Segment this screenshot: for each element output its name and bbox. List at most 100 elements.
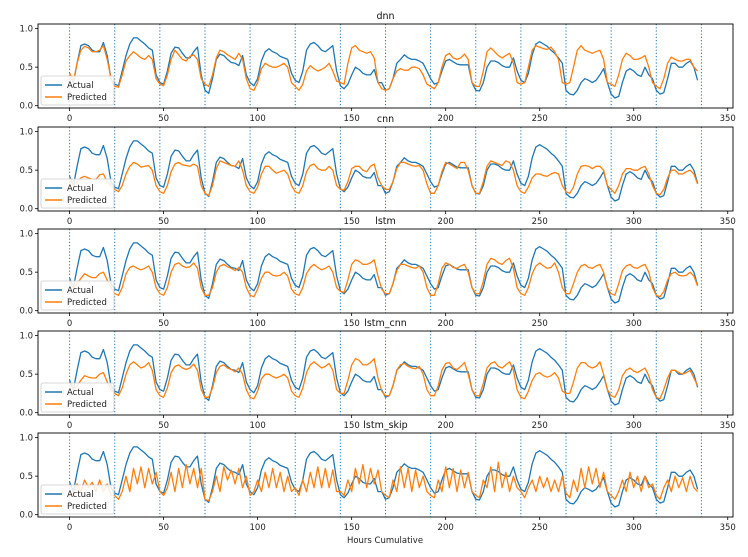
- y-tick-label: 1.0: [19, 332, 33, 342]
- y-tick-label: 1.0: [19, 25, 33, 35]
- predicted-series-line: [69, 257, 699, 298]
- actual-series-line: [68, 37, 699, 99]
- x-tick-label: 300: [626, 114, 642, 124]
- y-tick-label: 0.5: [19, 370, 33, 380]
- subplot-title: lstm_skip: [363, 420, 407, 431]
- predicted-series-line: [69, 160, 699, 197]
- x-tick-label: 350: [720, 319, 736, 329]
- subplot-title: lstm_cnn: [364, 318, 407, 329]
- x-tick-label: 350: [720, 523, 736, 533]
- x-tick-label: 50: [158, 421, 169, 431]
- y-tick-label: 0.0: [19, 307, 33, 317]
- x-tick-label: 0: [67, 114, 72, 124]
- x-tick-label: 200: [438, 319, 454, 329]
- legend: Actual Predicted: [40, 75, 115, 106]
- x-tick-label: 0: [67, 523, 72, 533]
- x-axis-label: Hours Cumulative: [347, 536, 423, 546]
- legend-label-actual: Actual: [67, 286, 94, 296]
- subplot-lstm-cnn: lstm_cnn 0.0 0.5 1.0 0 50 100 150 200 250 300 350 Ac…: [19, 318, 735, 431]
- x-tick-label: 100: [250, 114, 266, 124]
- axes-frame: [37, 126, 734, 212]
- legend-box: [40, 484, 115, 515]
- axes-frame: [37, 330, 734, 416]
- x-tick-label: 250: [532, 217, 548, 227]
- x-tick-label: 250: [532, 114, 548, 124]
- axes-frame: [37, 228, 734, 314]
- legend-label-predicted: Predicted: [67, 93, 107, 103]
- y-tick-label: 1.0: [19, 230, 33, 240]
- x-tick-label: 250: [532, 319, 548, 329]
- subplot-lstm-skip: lstm_skip 0.0 0.5 1.0 0 50 100 150 200 250 300 350 A…: [19, 420, 735, 533]
- x-tick-label: 100: [250, 523, 266, 533]
- x-tick-label: 350: [720, 421, 736, 431]
- x-tick-label: 200: [438, 421, 454, 431]
- x-tick-label: 250: [532, 523, 548, 533]
- y-tick-label: 1.0: [19, 434, 33, 444]
- x-tick-label: 50: [158, 217, 169, 227]
- predicted-series-line: [69, 461, 699, 502]
- x-tick-label: 50: [158, 523, 169, 533]
- x-tick-label: 300: [626, 421, 642, 431]
- legend-box: [40, 280, 115, 311]
- y-tick-label: 0.0: [19, 205, 33, 215]
- y-tick-label: 0.0: [19, 511, 33, 521]
- legend-box: [40, 75, 115, 106]
- legend-label-actual: Actual: [67, 81, 94, 91]
- y-tick-label: 0.5: [19, 63, 33, 73]
- legend-label-actual: Actual: [67, 184, 94, 194]
- x-tick-label: 300: [626, 319, 642, 329]
- subplot-title: lstm: [375, 216, 396, 227]
- legend-label-predicted: Predicted: [67, 196, 107, 206]
- subplot-title: dnn: [376, 11, 394, 22]
- subplot-title: cnn: [377, 114, 394, 125]
- x-tick-label: 250: [532, 421, 548, 431]
- x-tick-label: 0: [67, 319, 72, 329]
- subplot-dnn: dnn 0.0 0.5 1.0 0 50 100 150 200 250 300 350 Actual P…: [19, 11, 735, 124]
- x-tick-label: 300: [626, 523, 642, 533]
- axes-frame: [37, 23, 734, 109]
- actual-series-line: [68, 140, 699, 202]
- x-tick-label: 150: [344, 114, 360, 124]
- x-tick-label: 100: [250, 421, 266, 431]
- x-tick-label: 300: [626, 217, 642, 227]
- y-tick-label: 0.0: [19, 102, 33, 112]
- y-tick-label: 0.5: [19, 268, 33, 278]
- y-tick-label: 0.5: [19, 472, 33, 482]
- x-tick-label: 0: [67, 217, 72, 227]
- legend-label-predicted: Predicted: [67, 502, 107, 512]
- legend: Actual Predicted: [40, 178, 115, 209]
- legend-box: [40, 382, 115, 413]
- actual-series-line: [68, 446, 699, 508]
- legend: Actual Predicted: [40, 280, 115, 311]
- x-tick-label: 200: [438, 217, 454, 227]
- legend: Actual Predicted: [40, 382, 115, 413]
- predicted-series-line: [69, 358, 699, 400]
- x-tick-label: 200: [438, 523, 454, 533]
- legend-label-predicted: Predicted: [67, 400, 107, 410]
- y-tick-label: 0.0: [19, 409, 33, 419]
- x-tick-label: 350: [720, 217, 736, 227]
- subplot-cnn: cnn 0.0 0.5 1.0 0 50 100 150 200 250 300 350 Actual P…: [19, 114, 735, 227]
- legend-box: [40, 178, 115, 209]
- legend: Actual Predicted: [40, 484, 115, 515]
- x-tick-label: 200: [438, 114, 454, 124]
- subplot-lstm: lstm 0.0 0.5 1.0 0 50 100 150 200 250 300 350 Actual…: [19, 216, 735, 329]
- x-tick-label: 150: [344, 217, 360, 227]
- predicted-series-line: [69, 44, 699, 91]
- legend-label-actual: Actual: [67, 490, 94, 500]
- x-tick-label: 50: [158, 319, 169, 329]
- x-tick-label: 150: [344, 523, 360, 533]
- x-tick-label: 0: [67, 421, 72, 431]
- x-tick-label: 150: [344, 421, 360, 431]
- x-tick-label: 100: [250, 217, 266, 227]
- legend-label-predicted: Predicted: [67, 298, 107, 308]
- x-tick-label: 350: [720, 114, 736, 124]
- legend-label-actual: Actual: [67, 388, 94, 398]
- axes-frame: [37, 432, 734, 518]
- y-tick-label: 0.5: [19, 166, 33, 176]
- x-tick-label: 100: [250, 319, 266, 329]
- x-tick-label: 50: [158, 114, 169, 124]
- y-tick-label: 1.0: [19, 128, 33, 138]
- x-tick-label: 150: [344, 319, 360, 329]
